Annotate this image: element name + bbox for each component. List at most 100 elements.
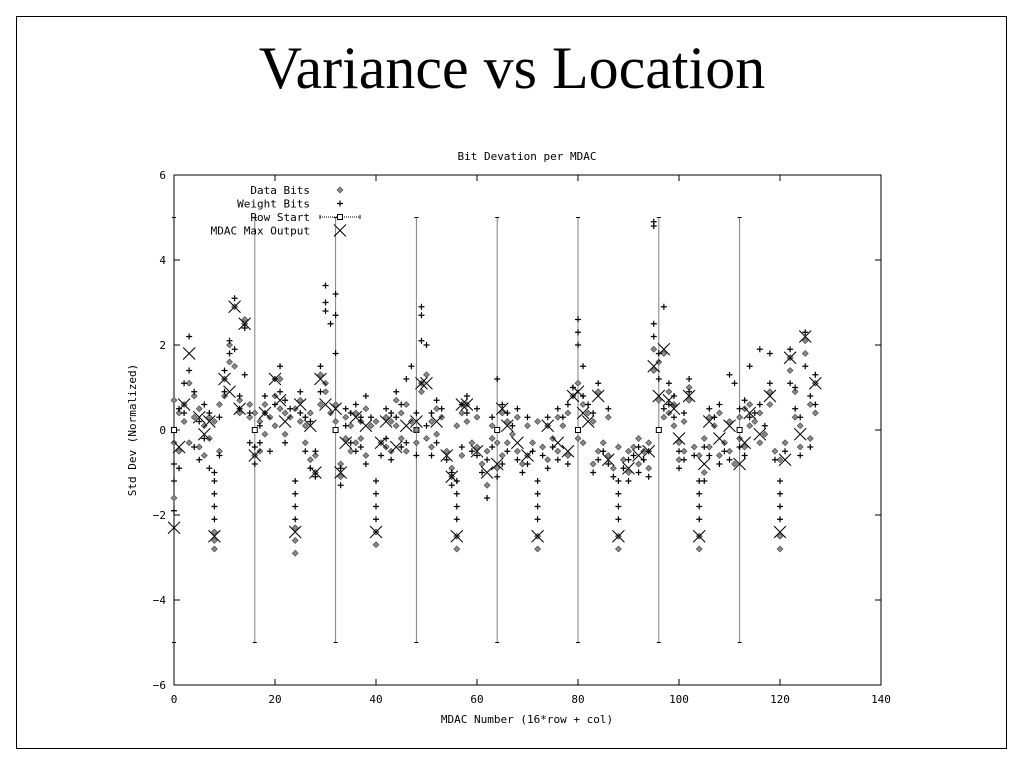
mdac-max-output-point <box>713 432 726 445</box>
weight-bits-point <box>494 376 501 382</box>
weight-bits-point <box>373 478 379 484</box>
weight-bits-point <box>620 465 627 472</box>
weight-bits-point <box>625 478 632 484</box>
data-bits-point <box>655 396 663 404</box>
mdac-max-output-point <box>798 330 812 343</box>
weight-bits-point <box>686 376 693 382</box>
data-bits-point <box>544 456 552 464</box>
weight-bits-point <box>605 461 612 467</box>
data-bits-point <box>357 435 365 442</box>
weight-bits-point <box>176 465 183 472</box>
mdac-max-output-point <box>379 415 393 428</box>
data-bits-point <box>200 452 208 459</box>
weight-bits-point <box>741 452 748 459</box>
mdac-max-output-point <box>571 385 585 399</box>
weight-bits-point <box>494 473 501 480</box>
weight-bits-point <box>787 346 794 353</box>
mdac-max-output-point <box>581 415 595 428</box>
mdac-max-output-point <box>521 449 534 462</box>
weight-bits-point <box>610 473 617 480</box>
weight-bits-point <box>484 456 491 463</box>
data-bits-point <box>372 418 380 425</box>
data-bits-point <box>493 464 501 472</box>
data-marks <box>167 218 822 557</box>
data-bits-point <box>185 379 193 387</box>
y-tick-label: 0 <box>159 424 166 437</box>
data-bits-point <box>498 452 506 459</box>
legend-label: Row Start <box>250 211 310 224</box>
weight-bits-point <box>287 405 294 412</box>
y-tick-label: 4 <box>159 254 166 267</box>
weight-bits-point <box>766 350 773 357</box>
data-bits-point <box>640 447 648 455</box>
weight-bits-point <box>458 444 465 450</box>
weight-bits-point <box>181 410 188 416</box>
weight-bits-point <box>787 380 794 387</box>
weight-bits-point <box>266 448 273 455</box>
weight-bits-point <box>403 376 410 382</box>
data-bits-point <box>625 469 632 476</box>
mdac-max-output-point <box>374 436 388 450</box>
data-bits-point <box>266 413 274 421</box>
data-bits-point <box>746 422 754 430</box>
data-bits-point <box>306 409 314 417</box>
data-bits-point <box>498 409 506 417</box>
weight-bits-point <box>706 405 713 412</box>
weight-bits-point <box>484 495 491 501</box>
weight-bits-point <box>342 405 349 412</box>
weight-bits-point <box>413 410 420 416</box>
weight-bits-point <box>332 350 339 357</box>
mdac-max-output-point <box>167 521 181 535</box>
weight-bits-point <box>277 388 284 395</box>
weight-bits-point <box>655 350 662 357</box>
weight-bits-point <box>352 401 359 408</box>
weight-bits-point <box>590 410 597 416</box>
data-bits-point <box>529 439 536 447</box>
weight-bits-point <box>534 490 541 497</box>
data-bits-point <box>291 549 299 557</box>
weight-bits-point <box>221 388 228 395</box>
data-bits-point <box>604 413 612 421</box>
data-bits-point <box>680 447 688 455</box>
weight-bits-point <box>277 363 284 370</box>
weight-bits-point <box>423 422 430 429</box>
data-bits-point <box>387 447 395 455</box>
weight-bits-point <box>312 448 319 455</box>
data-bits-point <box>751 418 759 425</box>
row-start-point <box>494 427 501 433</box>
data-bits-point <box>650 367 658 374</box>
weight-bits-point <box>544 465 551 472</box>
weight-bits-point <box>342 422 349 429</box>
data-bits-point <box>574 379 582 387</box>
weight-bits-point <box>448 469 455 476</box>
data-bits-point <box>311 452 319 459</box>
weight-bits-point <box>686 388 693 395</box>
mdac-max-output-point <box>541 419 555 433</box>
weight-bits-point <box>327 320 334 327</box>
row-start-point <box>171 427 177 433</box>
data-bits-point <box>382 413 390 421</box>
legend-label: Data Bits <box>250 184 310 197</box>
weight-bits-point <box>297 410 304 416</box>
weight-bits-point <box>332 312 339 319</box>
data-bits-point <box>317 371 324 379</box>
data-bits-point <box>210 537 218 544</box>
weight-bits-point <box>337 482 344 489</box>
weight-bits-point <box>186 367 193 374</box>
weight-bits-point <box>474 405 480 412</box>
data-bits-point <box>372 541 380 549</box>
data-bits-point <box>604 452 612 459</box>
weight-bits-point <box>716 461 723 467</box>
weight-bits-point <box>489 444 496 450</box>
x-tick-label: 0 <box>171 693 178 706</box>
x-tick-label: 100 <box>669 693 689 706</box>
data-bits-point <box>428 418 435 425</box>
mdac-max-output-point <box>445 470 459 484</box>
x-axis-label: MDAC Number (16*row + col) <box>441 713 613 726</box>
mdac-max-output-point <box>273 393 287 407</box>
weight-bits-point <box>756 401 763 408</box>
data-bits-point <box>614 443 622 451</box>
data-bits-point <box>635 435 643 442</box>
data-bits-point <box>579 401 587 408</box>
weight-bits-point <box>650 223 657 229</box>
